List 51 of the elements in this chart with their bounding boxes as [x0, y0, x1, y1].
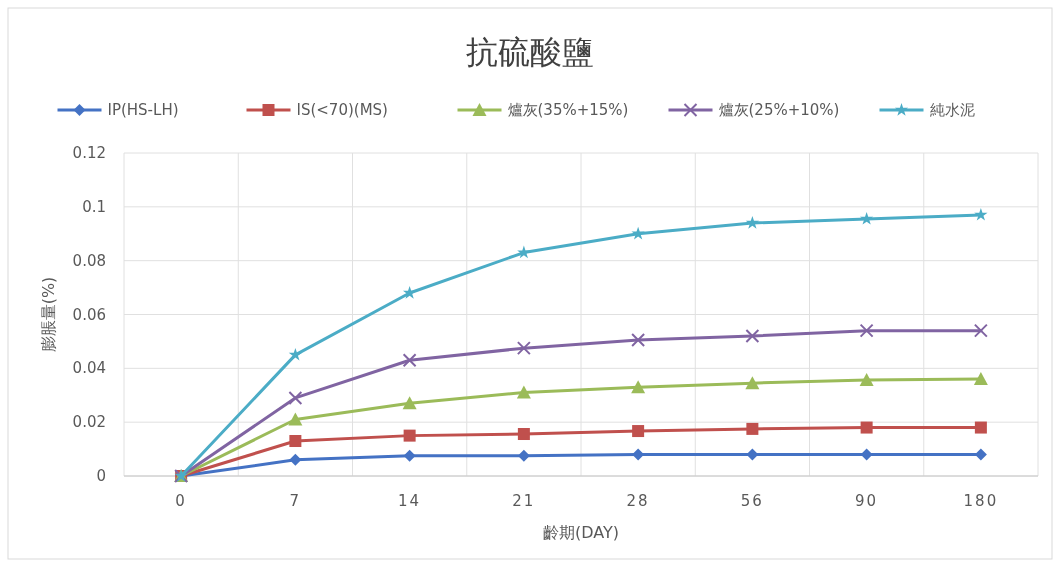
- y-tick-label: 0: [96, 467, 106, 485]
- point: [288, 347, 303, 361]
- point: [860, 421, 873, 434]
- point: [516, 385, 531, 399]
- y-tick-label: 0.02: [72, 413, 106, 432]
- point: [974, 207, 988, 221]
- legend-label: 爐灰(35%+15%): [507, 101, 629, 119]
- point: [632, 425, 645, 438]
- point: [973, 372, 988, 386]
- x-tick-label: 56: [740, 492, 764, 510]
- point: [859, 372, 874, 386]
- point: [746, 422, 759, 435]
- point: [631, 226, 645, 240]
- y-tick-label: 0.06: [72, 305, 106, 324]
- x-axis-title: 齡期(DAY): [543, 523, 619, 542]
- point: [631, 380, 646, 394]
- y-tick-label: 0.1: [82, 197, 106, 216]
- point: [403, 449, 416, 462]
- x-tick-label: 7: [289, 492, 302, 510]
- point: [745, 329, 760, 344]
- point: [402, 396, 417, 410]
- point: [516, 341, 531, 356]
- x-tick-label: 180: [963, 492, 999, 510]
- point: [859, 211, 874, 225]
- point: [745, 376, 760, 390]
- x-tick-label: 14: [398, 492, 422, 510]
- chart-title: 抗硫酸鹽: [466, 33, 594, 71]
- point: [631, 333, 646, 348]
- x-tick-label: 21: [512, 492, 536, 510]
- x-tick-label: 0: [175, 492, 187, 510]
- point: [973, 323, 988, 338]
- point: [745, 215, 760, 229]
- point: [402, 353, 417, 368]
- point: [288, 390, 303, 405]
- legend-label: 爐灰(25%+10%): [718, 101, 840, 119]
- point: [517, 428, 530, 441]
- y-axis-title: 膨脹量(%): [39, 276, 58, 353]
- x-tick-label: 90: [855, 492, 879, 510]
- point: [517, 245, 531, 259]
- legend-label: IS(<70)(MS): [296, 101, 388, 119]
- point: [403, 429, 416, 442]
- legend-label: IP(HS-LH): [107, 101, 179, 119]
- y-tick-label: 0.08: [72, 251, 106, 270]
- point: [288, 412, 303, 426]
- point: [974, 421, 987, 434]
- legend-label: 純水泥: [929, 101, 975, 119]
- y-tick-label: 0.12: [72, 144, 106, 162]
- point: [859, 323, 874, 338]
- point: [289, 435, 302, 448]
- x-tick-label: 28: [626, 492, 650, 510]
- y-tick-label: 0.04: [72, 359, 106, 378]
